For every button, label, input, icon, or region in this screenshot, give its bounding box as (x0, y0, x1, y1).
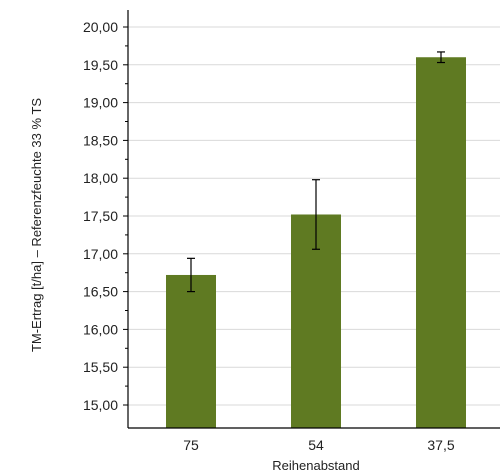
y-tick-label: 15,00 (83, 397, 118, 413)
error-bars (187, 51, 445, 293)
axes (123, 10, 500, 429)
y-tick-label: 15,50 (83, 359, 118, 375)
y-axis-label: TM-Ertrag [t/ha] – Referenzfeuchte 33 % … (29, 98, 44, 352)
y-tick-label: 16,00 (83, 321, 118, 337)
y-tick-label: 18,50 (83, 132, 118, 148)
y-tick-label: 16,50 (83, 284, 118, 300)
y-tick-label: 19,00 (83, 95, 118, 111)
y-tick-label: 18,00 (83, 170, 118, 186)
y-tick-label: 20,00 (83, 19, 118, 35)
x-tick-label: 75 (183, 437, 199, 453)
bar (166, 274, 216, 428)
bar (416, 57, 466, 429)
y-tick-labels: 15,00 15,50 16,00 16,50 17,00 17,50 18,00 18,50… (83, 19, 118, 413)
x-tick-labels: 75 54 37,5 (183, 437, 455, 453)
x-tick-label: 37,5 (427, 437, 454, 453)
y-tick-label: 17,00 (83, 246, 118, 262)
y-tick-label: 17,50 (83, 208, 118, 224)
y-tick-label: 19,50 (83, 57, 118, 73)
x-axis-label: Reihenabstand (272, 458, 359, 473)
bars (166, 57, 466, 429)
x-tick-label: 54 (308, 437, 324, 453)
bar (291, 214, 341, 428)
